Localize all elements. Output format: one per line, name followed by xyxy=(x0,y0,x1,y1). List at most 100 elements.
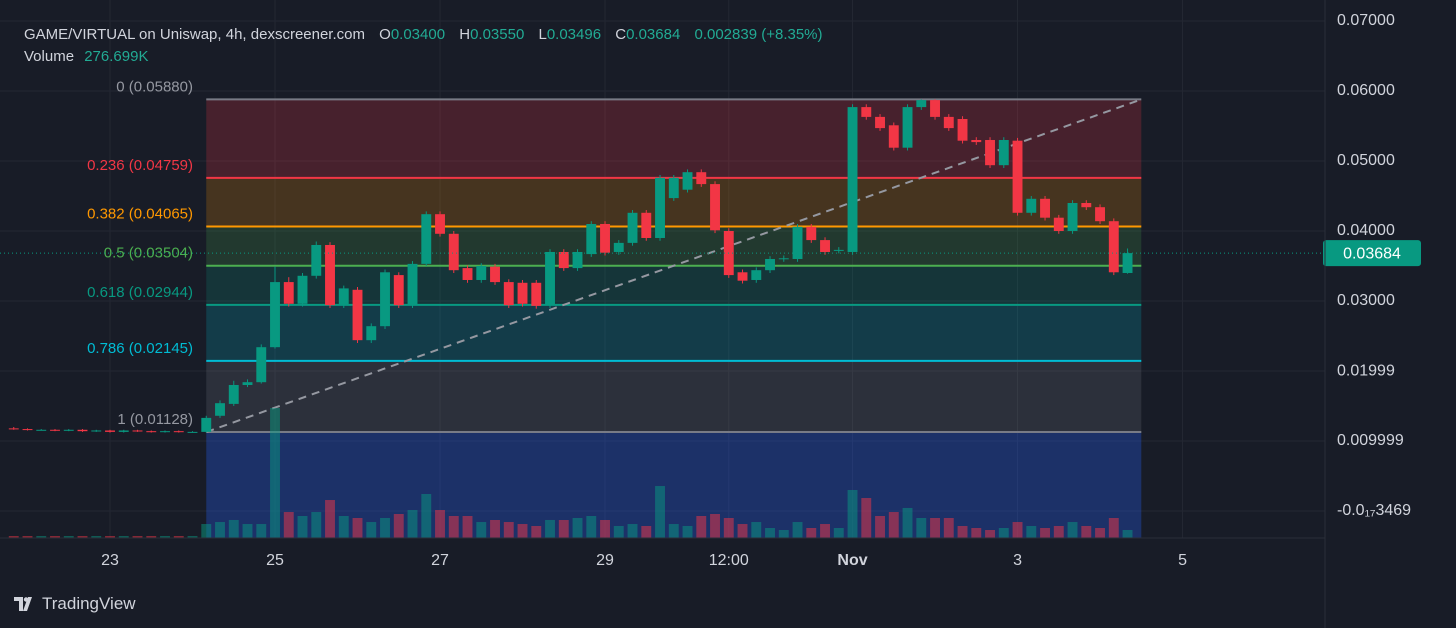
candle-body xyxy=(558,251,569,269)
volume-bar xyxy=(22,536,33,538)
candle-body xyxy=(311,244,322,276)
candle-body xyxy=(517,282,528,304)
change: 0.002839 (+8.35%) xyxy=(694,26,823,43)
volume-bar xyxy=(173,536,184,538)
candles xyxy=(8,99,1133,433)
candle-body xyxy=(91,430,102,432)
volume-bar xyxy=(36,536,47,538)
volume-bar xyxy=(50,536,60,538)
volume-bar xyxy=(118,536,129,538)
candle-body xyxy=(586,223,597,255)
volume-bar xyxy=(421,493,432,538)
x-tick-label: 5 xyxy=(1178,552,1187,569)
candle-body xyxy=(998,139,1009,166)
candle-body xyxy=(1012,140,1023,213)
volume-bar xyxy=(902,507,913,538)
candle-body xyxy=(146,431,157,433)
volume-bar xyxy=(943,517,954,538)
volume-bar xyxy=(105,536,115,538)
volume-bar xyxy=(820,524,830,538)
volume-bar xyxy=(366,522,377,538)
volume-bar xyxy=(1122,529,1133,538)
volume-bar xyxy=(545,519,555,538)
candle-body xyxy=(50,429,60,431)
volume-bar xyxy=(283,512,294,538)
volume-bar xyxy=(655,486,665,538)
candle-body xyxy=(641,212,652,238)
volume-bar xyxy=(1012,522,1023,538)
volume-bar xyxy=(517,524,528,538)
volume-bar xyxy=(957,526,968,538)
candle-body xyxy=(710,184,720,231)
candle-body xyxy=(737,272,748,281)
brand-logo xyxy=(14,597,32,611)
volume-bar xyxy=(888,512,899,538)
candle-body xyxy=(160,431,170,433)
candle-body xyxy=(668,177,679,199)
candle-body xyxy=(902,107,913,148)
candle-body xyxy=(448,233,459,271)
volume-bar xyxy=(1108,517,1119,538)
volume-bar xyxy=(751,522,762,538)
candle-body xyxy=(228,384,239,404)
candle-body xyxy=(242,382,253,385)
volume-bar xyxy=(600,519,610,538)
candle-body xyxy=(613,242,624,252)
volume-bar xyxy=(613,526,624,538)
candle-body xyxy=(1081,202,1092,208)
y-tick-label: 0.04000 xyxy=(1337,222,1395,239)
y-tick-label: -0.0₁₇3469 xyxy=(1337,502,1411,519)
volume-bar xyxy=(806,527,817,538)
volume-bar xyxy=(352,517,363,538)
price-tag-label: 0.03684 xyxy=(1343,245,1401,262)
ohlc-label: O xyxy=(379,26,391,43)
x-tick-label: Nov xyxy=(837,552,867,569)
candle-body xyxy=(572,251,583,269)
candle-body xyxy=(490,266,500,283)
y-tick-label: 0.05000 xyxy=(1337,152,1395,169)
candle-body xyxy=(861,107,872,117)
volume-bar xyxy=(503,522,514,538)
candle-body xyxy=(187,431,198,433)
candle-body xyxy=(8,428,19,430)
candle-body xyxy=(366,326,377,341)
candle-body xyxy=(971,139,982,143)
volume-bar xyxy=(91,536,102,538)
volume-bar xyxy=(627,524,638,538)
candle-body xyxy=(778,258,789,260)
candle-body xyxy=(407,263,418,306)
volume-bar xyxy=(146,536,157,538)
fib-label: 0.786 (0.02145) xyxy=(87,340,193,357)
candle-body xyxy=(957,118,968,141)
volume-bar xyxy=(393,514,404,538)
candle-body xyxy=(1067,202,1078,231)
volume-bar xyxy=(847,490,858,538)
legend-line: GAME/VIRTUAL on Uniswap, 4h, dexscreener… xyxy=(24,24,823,46)
y-tick-label: 0.009999 xyxy=(1337,432,1404,449)
candle-body xyxy=(325,244,335,306)
fib-label: 0 (0.05880) xyxy=(116,78,193,95)
candle-body xyxy=(1026,198,1037,213)
volume-bar xyxy=(833,527,844,538)
ohlc-value: 0.03684 xyxy=(626,26,681,43)
candle-body xyxy=(682,172,693,190)
candle-body xyxy=(806,226,817,241)
fib-label: 0.382 (0.04065) xyxy=(87,205,193,222)
ohlc-label: H xyxy=(459,26,471,43)
volume-bar xyxy=(297,515,308,538)
candle-body xyxy=(283,282,294,304)
candle-body xyxy=(77,429,88,432)
candle-body xyxy=(765,258,775,271)
volume-label: Volume xyxy=(24,48,75,65)
candle-body xyxy=(627,212,638,243)
volume-bar xyxy=(490,519,500,538)
candle-body xyxy=(1053,217,1064,231)
candle-body xyxy=(1040,198,1050,218)
volume-bar xyxy=(160,536,170,538)
candle-body xyxy=(270,282,280,348)
candle-body xyxy=(833,249,844,251)
candle-body xyxy=(930,100,940,117)
volume-bar xyxy=(572,517,583,538)
